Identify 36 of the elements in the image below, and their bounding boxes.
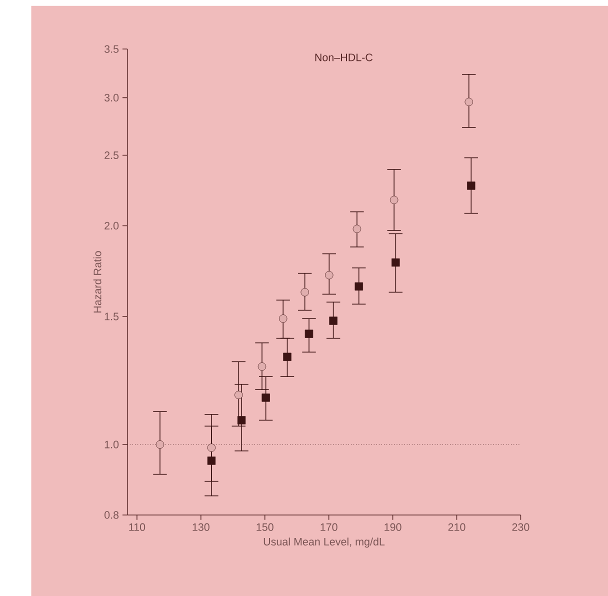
x-tick-label: 170	[320, 523, 338, 531]
x-tick-label: 230	[512, 523, 530, 531]
y-tick-label: 3.5	[104, 45, 119, 53]
y-axis-title: Hazard Ratio	[93, 250, 102, 312]
x-axis-title: Usual Mean Level, mg/dL	[264, 537, 385, 548]
y-tick-label: 2.5	[104, 151, 119, 159]
point	[283, 352, 292, 361]
point	[278, 314, 288, 323]
x-tick-label: 190	[384, 523, 402, 531]
x-tick-label: 210	[448, 523, 466, 531]
y-tick-label: 2.0	[104, 222, 119, 230]
point	[392, 258, 400, 266]
point	[262, 393, 270, 402]
point	[300, 288, 309, 296]
point	[467, 181, 476, 190]
point	[156, 440, 164, 448]
point	[304, 330, 314, 338]
y-tick-label: 1.5	[104, 312, 119, 320]
x-tick-label: 110	[129, 523, 146, 531]
y-tick-label: 1.0	[104, 440, 119, 448]
point	[352, 224, 362, 233]
point	[234, 390, 243, 399]
point	[390, 196, 398, 204]
point	[207, 443, 216, 452]
point	[258, 362, 266, 370]
point	[325, 270, 334, 280]
point	[237, 416, 246, 424]
x-tick-label: 130	[192, 523, 210, 531]
point	[329, 316, 338, 325]
x-tick-label: 150	[256, 523, 274, 531]
y-tick-label: 0.8	[104, 510, 119, 519]
point	[354, 282, 363, 290]
y-tick-label: 3.0	[104, 94, 119, 102]
point	[207, 456, 216, 465]
point	[464, 98, 473, 106]
chart-title: Non–HDL-C	[315, 53, 373, 62]
